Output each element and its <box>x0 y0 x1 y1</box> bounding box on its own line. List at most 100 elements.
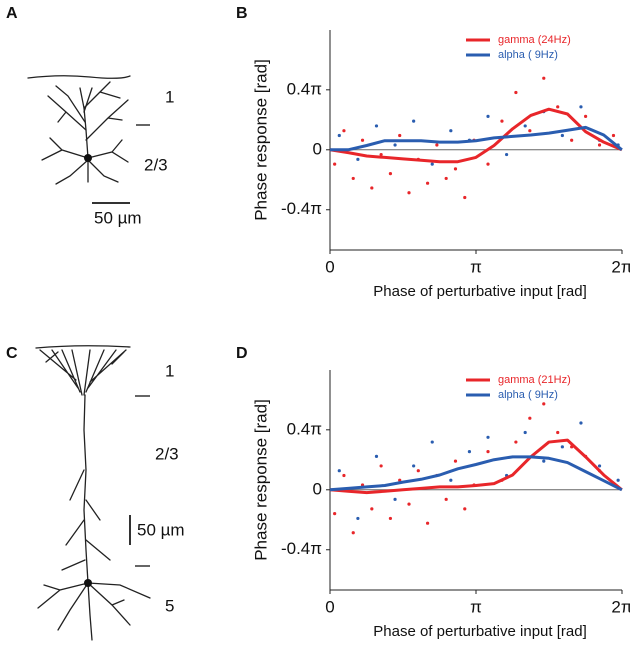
x-axis-label: Phase of perturbative input [rad] <box>373 623 586 640</box>
x-tick-label: 2π <box>611 597 630 616</box>
scatter-point <box>444 497 448 501</box>
scatter-point <box>463 507 467 511</box>
y-tick-label: 0 <box>313 479 322 498</box>
scatter-point <box>425 521 430 525</box>
scatter-point <box>356 516 360 521</box>
scatter-point <box>556 105 560 109</box>
scatter-point <box>337 133 341 138</box>
x-axis-label: Phase of perturbative input [rad] <box>373 283 586 300</box>
y-axis-label: Phase response [rad] <box>251 59 270 221</box>
scatter-point <box>528 129 532 133</box>
scatter-point <box>467 450 472 454</box>
x-tick-label: 2π <box>611 257 630 276</box>
legend-label: gamma (24Hz) <box>498 34 571 46</box>
y-tick-label: 0 <box>313 139 322 158</box>
scatter-point <box>351 531 355 535</box>
panel-label: D <box>236 345 248 362</box>
scatter-point <box>388 172 393 176</box>
panel-label: B <box>236 5 248 22</box>
scatter-point <box>370 507 374 511</box>
scatter-point <box>449 129 453 133</box>
scatter-point <box>523 124 527 128</box>
series-line <box>329 438 623 495</box>
scale-label: 50 µm <box>137 520 185 539</box>
panel-label: A <box>6 5 18 22</box>
scatter-point <box>412 119 416 123</box>
y-tick-label: 0.4π <box>287 419 322 438</box>
neuron-morphology <box>27 75 131 185</box>
scatter-point <box>500 119 504 123</box>
scatter-point <box>560 445 564 449</box>
scatter-point <box>611 133 616 138</box>
scatter-point <box>542 76 546 80</box>
layer-label: 1 <box>165 87 174 106</box>
legend-label: alpha ( 9Hz) <box>498 389 558 401</box>
scatter-point <box>370 186 374 190</box>
scatter-point <box>616 478 620 482</box>
scatter-point <box>579 105 583 109</box>
scatter-point <box>584 114 588 118</box>
scatter-point <box>374 454 379 458</box>
scatter-point <box>430 162 434 166</box>
scatter-point <box>412 464 416 468</box>
scatter-point <box>398 133 402 138</box>
scatter-point <box>379 464 383 468</box>
layer-label: 1 <box>165 361 174 380</box>
x-tick-label: π <box>470 597 482 616</box>
scatter-point <box>556 430 560 435</box>
scatter-point <box>463 195 467 200</box>
x-tick-label: 0 <box>325 597 334 616</box>
scatter-point <box>514 440 518 444</box>
scatter-point <box>430 440 434 444</box>
scatter-point <box>360 138 365 142</box>
y-tick-label: -0.4π <box>281 199 322 218</box>
layer-label: 2/3 <box>144 155 168 174</box>
scatter-point <box>407 191 411 195</box>
scatter-point <box>486 450 490 454</box>
scatter-point <box>597 464 602 468</box>
scatter-point <box>356 157 360 161</box>
soma <box>84 154 92 162</box>
x-tick-label: π <box>470 257 482 276</box>
scatter-point <box>425 181 430 185</box>
scatter-point <box>374 124 379 128</box>
scatter-point <box>514 90 518 95</box>
legend-label: gamma (21Hz) <box>498 374 571 386</box>
neuron-morphology <box>35 345 151 641</box>
scatter-point <box>570 138 574 142</box>
series-line <box>330 125 623 152</box>
scatter-point <box>333 162 337 166</box>
y-tick-label: 0.4π <box>287 79 322 98</box>
scatter-point <box>486 435 490 439</box>
scatter-point <box>449 478 453 482</box>
scatter-point <box>542 459 546 463</box>
scatter-point <box>486 162 490 166</box>
scatter-point <box>528 416 532 420</box>
scale-label: 50 µm <box>94 208 142 227</box>
scatter-point <box>523 430 527 435</box>
scatter-point <box>597 143 602 147</box>
scatter-point <box>453 459 458 463</box>
x-tick-label: 0 <box>325 257 334 276</box>
scatter-point <box>393 143 397 147</box>
legend-label: alpha ( 9Hz) <box>498 49 558 61</box>
scatter-point <box>393 497 397 501</box>
layer-label: 5 <box>165 596 174 615</box>
scatter-point <box>542 402 546 406</box>
scatter-point <box>407 502 411 506</box>
scatter-point <box>388 516 393 521</box>
scatter-point <box>579 421 583 425</box>
y-tick-label: -0.4π <box>281 539 322 558</box>
scatter-point <box>486 114 490 118</box>
scatter-point <box>379 152 383 157</box>
series-line <box>329 107 623 164</box>
panel-label: C <box>6 345 18 362</box>
scatter-point <box>342 473 346 478</box>
scatter-point <box>504 152 509 157</box>
scatter-point <box>333 512 337 516</box>
scatter-point <box>444 176 448 181</box>
scatter-point <box>435 143 439 147</box>
scatter-point <box>416 469 420 473</box>
scatter-point <box>337 469 341 473</box>
scatter-point <box>351 176 355 181</box>
